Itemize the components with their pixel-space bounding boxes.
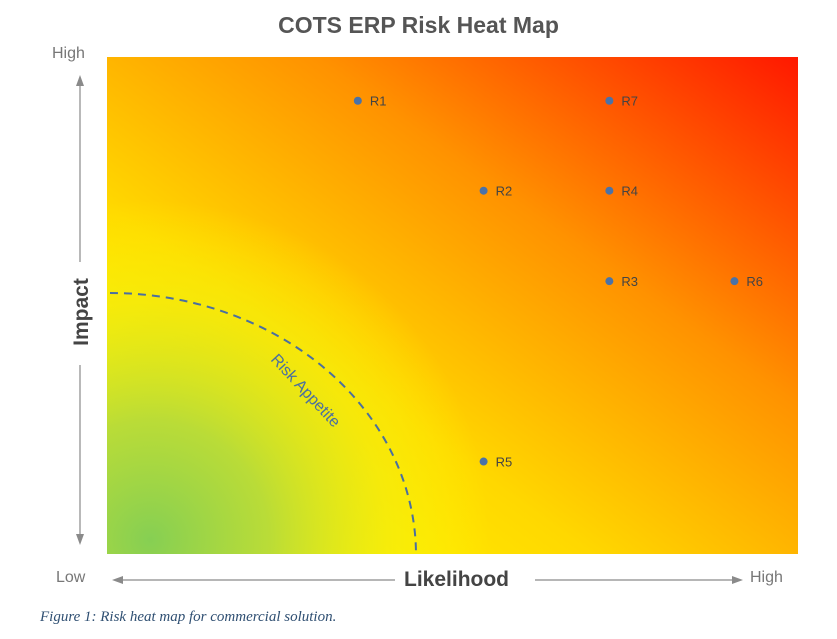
risk-label-r4: R4 <box>621 184 638 199</box>
y-axis-arrow <box>76 75 84 545</box>
chart-title: COTS ERP Risk Heat Map <box>278 12 559 38</box>
y-axis-high-label: High <box>52 45 85 62</box>
x-axis-high-label: High <box>750 569 783 586</box>
risk-point-r3 <box>605 277 614 286</box>
y-axis-title: Impact <box>70 278 93 346</box>
risk-label-r1: R1 <box>370 94 387 109</box>
risk-label-r6: R6 <box>746 274 763 289</box>
risk-point-r5 <box>479 457 488 466</box>
risk-label-r5: R5 <box>496 455 513 470</box>
risk-appetite-curve <box>109 292 417 555</box>
points-layer: R1 R7 R2 R4 R3 R6 R5 <box>353 94 763 470</box>
heatmap-area <box>107 57 798 554</box>
risk-point-r6 <box>730 277 739 286</box>
figure-caption: Figure 1: Risk heat map for commercial s… <box>40 609 337 625</box>
risk-point-r1 <box>353 96 362 105</box>
x-axis-low-label: Low <box>56 569 86 586</box>
risk-label-r3: R3 <box>621 274 638 289</box>
risk-label-r7: R7 <box>621 94 638 109</box>
x-axis-title: Likelihood <box>404 568 509 591</box>
risk-label-r2: R2 <box>496 184 513 199</box>
risk-point-r4 <box>605 186 614 195</box>
risk-point-r2 <box>479 186 488 195</box>
risk-point-r7 <box>605 96 614 105</box>
x-axis-arrow <box>112 576 743 584</box>
